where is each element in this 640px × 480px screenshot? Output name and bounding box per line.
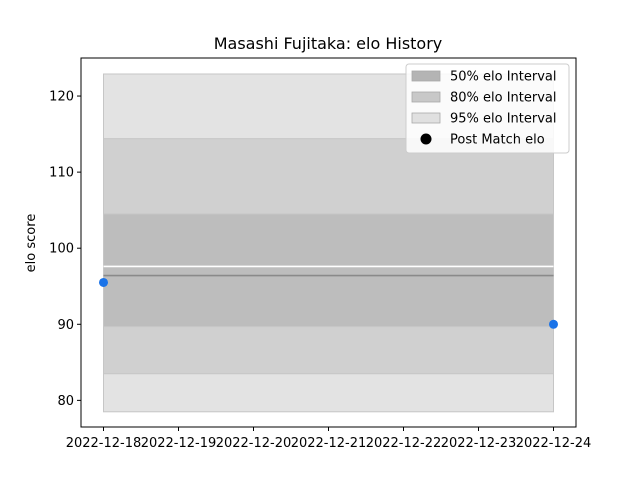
x-tick-label: 2022-12-23	[441, 436, 517, 451]
legend-swatch	[411, 112, 441, 124]
legend-label: 80% elo Interval	[450, 91, 557, 106]
legend-label: 50% elo Interval	[450, 70, 557, 85]
x-tick-label: 2022-12-24	[516, 436, 592, 451]
y-tick-label: 120	[49, 90, 74, 105]
x-tick-label: 2022-12-20	[216, 436, 292, 451]
data-point-post-match-elo	[99, 277, 108, 287]
y-tick-label: 110	[49, 166, 74, 181]
y-tick-label: 90	[57, 318, 74, 333]
legend-swatch	[411, 91, 441, 103]
legend-box	[405, 63, 570, 154]
legend-swatch	[411, 70, 441, 82]
data-point-post-match-elo	[549, 319, 558, 329]
x-tick-label: 2022-12-22	[366, 436, 442, 451]
x-tick-label: 2022-12-19	[141, 436, 217, 451]
band-50-elo-interval	[103, 213, 554, 328]
x-tick-label: 2022-12-18	[66, 436, 142, 451]
legend-label: Post Match elo	[450, 133, 545, 148]
y-tick-label: 80	[57, 394, 74, 409]
chart-title: Masashi Fujitaka: elo History	[214, 34, 443, 53]
legend: 50% elo Interval 80% elo Interval 95% elo …	[405, 63, 570, 154]
y-axis-label: elo score	[24, 214, 39, 273]
x-tick-label: 2022-12-21	[291, 436, 367, 451]
y-tick-label: 100	[49, 242, 74, 257]
legend-label: 95% elo Interval	[450, 112, 557, 127]
legend-marker	[420, 133, 432, 145]
